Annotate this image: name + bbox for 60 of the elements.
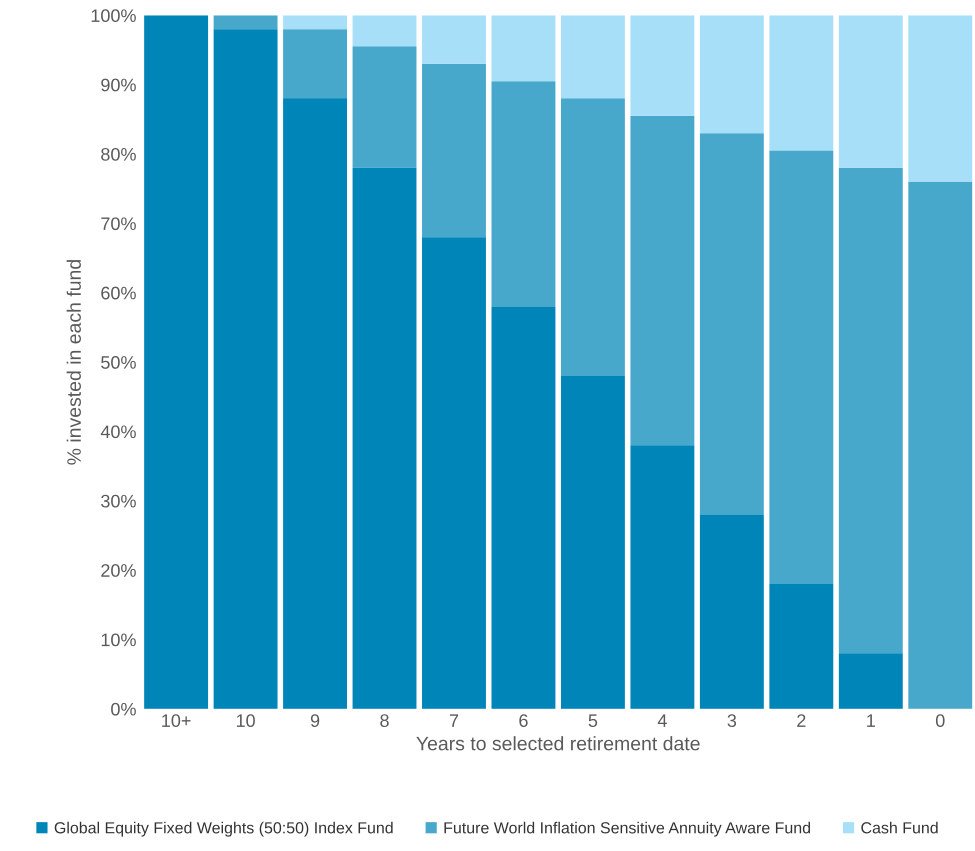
y-tick-label: 50% [101, 356, 136, 369]
x-tick-label: 0 [936, 714, 945, 728]
x-tick-label: 7 [450, 714, 458, 727]
legend-label: Cash Fund [861, 822, 938, 834]
x-tick-label: 10 [236, 714, 255, 728]
bar [214, 15, 278, 30]
y-tick-label: 100% [92, 9, 136, 22]
x-tick-label: 5 [588, 714, 598, 728]
x-tick-label: 10+ [162, 714, 191, 728]
bar [352, 46, 416, 168]
bar [352, 168, 416, 709]
bar [769, 15, 834, 151]
bar [838, 15, 903, 168]
bar [838, 653, 903, 709]
bar [700, 133, 764, 515]
bar [144, 15, 208, 709]
legend-label: Future World Inflation Sensitive Annuity Aware Fund [444, 822, 810, 837]
bar [422, 237, 486, 709]
y-tick-label: 0% [111, 702, 136, 716]
y-tick-label: 90% [101, 78, 136, 92]
bar [560, 98, 625, 376]
y-tick-label: 40% [100, 425, 136, 438]
bar [630, 445, 694, 709]
bar [491, 15, 556, 82]
x-tick-label: 2 [797, 714, 806, 727]
bar [908, 15, 972, 182]
x-axis-title: Years to selected retirement date [416, 736, 700, 750]
bar [422, 15, 486, 64]
x-tick-label: 1 [867, 714, 875, 727]
bar [700, 15, 764, 134]
y-tick-label: 10% [102, 633, 136, 646]
y-tick-label: 80% [101, 148, 136, 161]
x-tick-label: 9 [310, 714, 320, 728]
y-axis-title: % invested in each fund [66, 260, 81, 465]
bar [769, 584, 834, 709]
x-tick-label: 3 [728, 714, 736, 728]
x-tick-label: 6 [519, 714, 528, 728]
bar [214, 29, 278, 709]
bar [630, 15, 694, 116]
x-tick-label: 4 [658, 714, 667, 727]
y-tick-label: 60% [101, 286, 136, 300]
bar [838, 168, 903, 654]
y-tick-label: 70% [101, 217, 136, 230]
bar [560, 376, 625, 709]
bar [769, 150, 834, 584]
bar [491, 81, 556, 307]
bar [283, 15, 348, 30]
bar [422, 64, 486, 238]
bar [630, 116, 694, 446]
bar [700, 514, 764, 709]
bar [560, 15, 625, 99]
x-tick-label: 8 [380, 714, 389, 728]
bar [352, 15, 416, 47]
y-tick-label: 30% [101, 494, 136, 508]
legend-label: Global Equity Fixed Weights (50:50) Index Fund [54, 822, 393, 837]
bar [283, 98, 348, 709]
bar [908, 182, 972, 709]
bar [491, 306, 556, 709]
bar [283, 29, 348, 99]
y-tick-label: 20% [101, 564, 136, 577]
